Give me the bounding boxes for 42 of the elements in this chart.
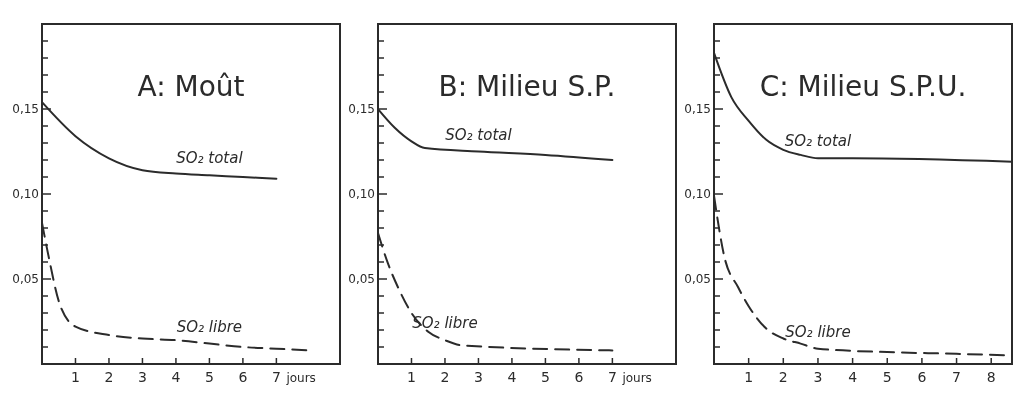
y-tick-label: 0,05 <box>684 272 711 287</box>
x-tick-label: 3 <box>813 369 823 385</box>
x-tick-label: 1 <box>71 369 80 385</box>
x-tick-label: 1 <box>407 369 416 385</box>
x-tick-label: 4 <box>171 369 181 385</box>
series-label: SO₂ libre <box>412 314 478 333</box>
x-tick-label: 5 <box>540 369 550 385</box>
series-label: SO₂ total <box>784 132 852 151</box>
x-tick-label: 2 <box>440 369 450 385</box>
series-label: SO₂ total <box>445 125 513 144</box>
y-tick-label: 0,15 <box>12 102 39 117</box>
series-label: SO₂ libre <box>176 317 243 336</box>
x-tick-label: 7 <box>607 369 617 385</box>
x-tick-label: 2 <box>778 369 788 385</box>
x-tick-label: 3 <box>473 369 483 385</box>
y-tick-label: 0,10 <box>12 187 39 202</box>
y-tick-label: 0,15 <box>348 102 375 117</box>
x-tick-label: 6 <box>238 369 248 385</box>
x-tick-label: 3 <box>137 369 147 385</box>
y-tick-label: 0,10 <box>348 187 375 202</box>
x-tick-label: 7 <box>271 369 281 385</box>
x-tick-label: 6 <box>917 369 927 385</box>
x-tick-label: 8 <box>986 369 996 385</box>
x-tick-label: 6 <box>574 369 584 385</box>
x-axis-title: jours <box>285 371 316 385</box>
y-tick-label: 0,10 <box>684 187 711 202</box>
text: B: Milieu S.P. <box>438 70 616 103</box>
y-tick-label: 0,05 <box>348 272 375 287</box>
series-label: SO₂ total <box>176 149 244 168</box>
x-axis-title: jours <box>621 371 652 385</box>
x-tick-label: 1 <box>744 369 754 385</box>
x-tick-label: 5 <box>882 369 892 385</box>
y-tick-label: 0,15 <box>684 102 711 117</box>
x-tick-label: 4 <box>507 369 517 385</box>
x-tick-label: 4 <box>848 369 858 385</box>
x-tick-label: 5 <box>204 369 214 385</box>
series-label: SO₂ libre <box>785 322 851 341</box>
x-tick-label: 7 <box>952 369 962 385</box>
y-tick-label: 0,05 <box>12 272 39 287</box>
text: C: Milieu S.P.U. <box>759 70 967 103</box>
text: A: Moût <box>137 70 245 103</box>
x-tick-label: 2 <box>104 369 114 385</box>
